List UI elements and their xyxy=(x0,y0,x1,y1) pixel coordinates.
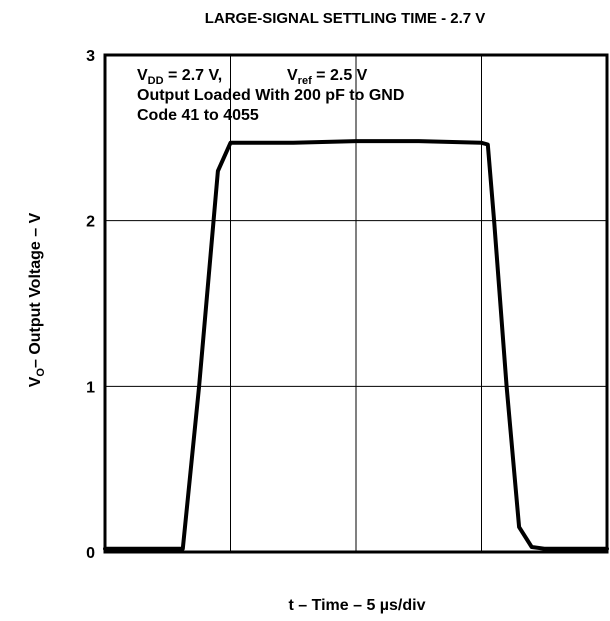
plot-frame xyxy=(103,53,609,554)
y-tick-label: 1 xyxy=(86,379,95,396)
vdd-symbol: V xyxy=(137,67,148,84)
vdd-value: = 2.7 V, xyxy=(164,67,223,84)
y-axis-label: VO– Output Voltage – V xyxy=(27,212,47,387)
vdd-subscript: DD xyxy=(148,75,164,87)
x-axis-label: t – Time – 5 µs/div xyxy=(289,597,426,614)
series-line xyxy=(103,139,609,551)
y-tick-label: 0 xyxy=(86,545,95,562)
annotation-line-3: Code 41 to 4055 xyxy=(137,107,259,124)
y-tick-label: 3 xyxy=(86,48,95,65)
y-axis-label-subscript: O xyxy=(35,368,47,377)
y-tick-labels: 0 1 2 3 xyxy=(86,48,95,562)
grid xyxy=(105,55,607,552)
annotation-line-2: Output Loaded With 200 pF to GND xyxy=(137,87,404,104)
vref-symbol: V xyxy=(287,67,298,84)
annotation-line-1: VDD = 2.7 V, Vref = 2.5 V xyxy=(137,67,368,87)
y-tick-label: 2 xyxy=(86,214,95,231)
y-axis-label-symbol: V xyxy=(27,376,44,387)
y-axis-label-text: – Output Voltage – V xyxy=(27,212,44,368)
vref-value: = 2.5 V xyxy=(312,67,368,84)
chart-title: LARGE-SIGNAL SETTLING TIME - 2.7 V xyxy=(205,10,486,27)
vref-subscript: ref xyxy=(298,75,312,87)
